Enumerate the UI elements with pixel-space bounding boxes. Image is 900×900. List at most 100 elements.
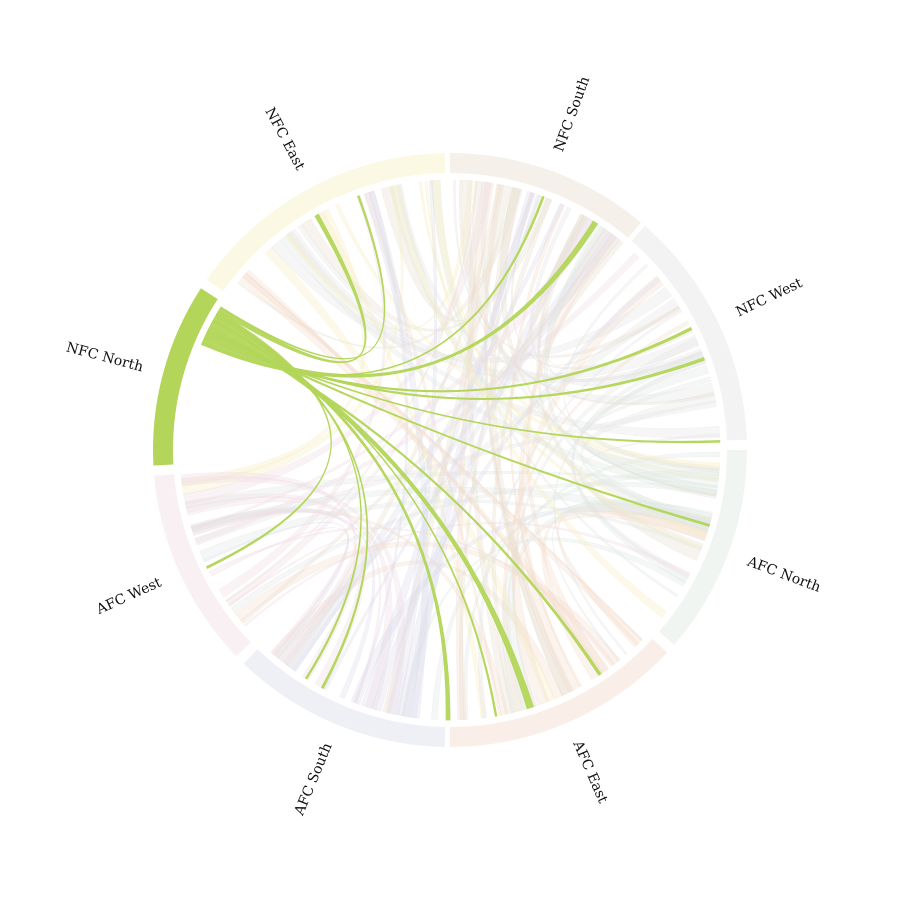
background-chord <box>227 539 357 666</box>
background-chord <box>242 272 643 646</box>
highlighted-chords <box>200 195 721 721</box>
background-chord <box>485 184 570 697</box>
background-chord <box>194 400 717 546</box>
background-chord <box>225 180 478 603</box>
background-chord <box>501 451 721 713</box>
label-afc-east: AFC East <box>569 738 611 806</box>
background-chord <box>553 358 707 656</box>
background-chord <box>431 500 713 720</box>
background-chord <box>284 180 475 332</box>
background-chord <box>301 197 552 332</box>
background-chord <box>395 184 704 382</box>
label-afc-north: AFC North <box>744 554 823 596</box>
background-chord <box>191 217 599 531</box>
background-chord <box>240 233 621 624</box>
background-chord <box>190 508 509 716</box>
highlight-chord-nfc-east <box>217 213 367 364</box>
background-chord <box>276 298 680 665</box>
background-chord <box>563 263 720 473</box>
background-chord <box>210 527 349 656</box>
background-chord <box>391 184 703 551</box>
arc-nfc-west[interactable] <box>631 225 747 441</box>
background-chord <box>371 276 661 712</box>
background-chord <box>547 238 681 366</box>
background-chord <box>270 560 564 700</box>
background-chord <box>180 472 358 681</box>
arc-nfc-south[interactable] <box>450 153 641 238</box>
highlight-chord-afc-south <box>215 312 362 680</box>
background-chord <box>280 234 718 500</box>
background-chord <box>463 470 720 720</box>
arc-afc-north[interactable] <box>659 450 747 645</box>
background-chord <box>353 190 409 704</box>
background-chord <box>461 180 715 406</box>
background-chord <box>552 498 713 662</box>
background-chord <box>264 246 556 703</box>
background-chord <box>509 203 583 688</box>
highlight-chord-afc-west <box>205 311 332 569</box>
background-chord <box>271 239 673 363</box>
background-chord <box>194 252 640 545</box>
background-chord <box>579 433 720 551</box>
background-chord <box>512 511 708 708</box>
background-chord <box>481 182 718 497</box>
background-chord <box>225 191 533 607</box>
background-chord <box>557 506 709 648</box>
background-chord <box>458 197 553 721</box>
group-arcs <box>153 153 747 747</box>
background-chord <box>418 181 720 483</box>
arc-nfc-north[interactable] <box>153 288 218 466</box>
background-chord <box>572 359 706 580</box>
background-chord <box>499 186 717 497</box>
label-nfc-south: NFC South <box>551 74 593 154</box>
background-chord <box>287 228 703 383</box>
background-chord <box>185 496 382 704</box>
background-chord <box>361 192 536 709</box>
label-afc-south: AFC South <box>291 741 336 819</box>
background-chord <box>544 224 712 528</box>
background-chord <box>334 203 720 471</box>
arc-nfc-east[interactable] <box>206 153 446 292</box>
background-chord <box>243 522 691 627</box>
background-chord <box>190 507 376 699</box>
background-chord <box>483 183 574 694</box>
background-chord <box>456 182 494 721</box>
background-chord <box>396 191 535 717</box>
background-chord <box>402 214 593 718</box>
background-chord <box>518 233 618 693</box>
background-chord <box>526 228 610 675</box>
background-chord <box>181 475 406 715</box>
background-chord <box>191 509 366 690</box>
background-chord <box>181 208 367 487</box>
label-afc-west: AFC West <box>93 574 164 618</box>
background-chord <box>318 211 487 719</box>
background-chord <box>536 215 702 562</box>
arc-afc-south[interactable] <box>243 649 446 747</box>
background-chord <box>242 272 644 642</box>
background-chord <box>190 486 711 536</box>
background-chord <box>580 391 717 526</box>
background-chord <box>183 181 492 506</box>
background-chord <box>571 351 704 584</box>
background-chord <box>239 276 610 674</box>
background-chord <box>430 179 679 598</box>
background-chord <box>581 376 720 477</box>
highlight-chord-nfc-east <box>219 195 386 360</box>
arc-afc-west[interactable] <box>154 474 251 657</box>
background-chord <box>529 206 703 382</box>
background-chord <box>184 470 718 513</box>
background-chord <box>323 231 618 691</box>
background-chord <box>511 275 664 706</box>
background-chord <box>400 537 687 717</box>
background-chord <box>237 187 522 349</box>
background-chord <box>430 179 708 538</box>
label-nfc-east: NFC East <box>261 105 307 173</box>
background-chord <box>491 213 588 714</box>
background-chords <box>180 179 721 721</box>
label-nfc-north: NFC North <box>64 339 145 375</box>
background-chord <box>184 493 393 711</box>
background-chord <box>203 521 349 659</box>
background-chord <box>282 183 501 669</box>
arc-afc-east[interactable] <box>450 638 668 747</box>
